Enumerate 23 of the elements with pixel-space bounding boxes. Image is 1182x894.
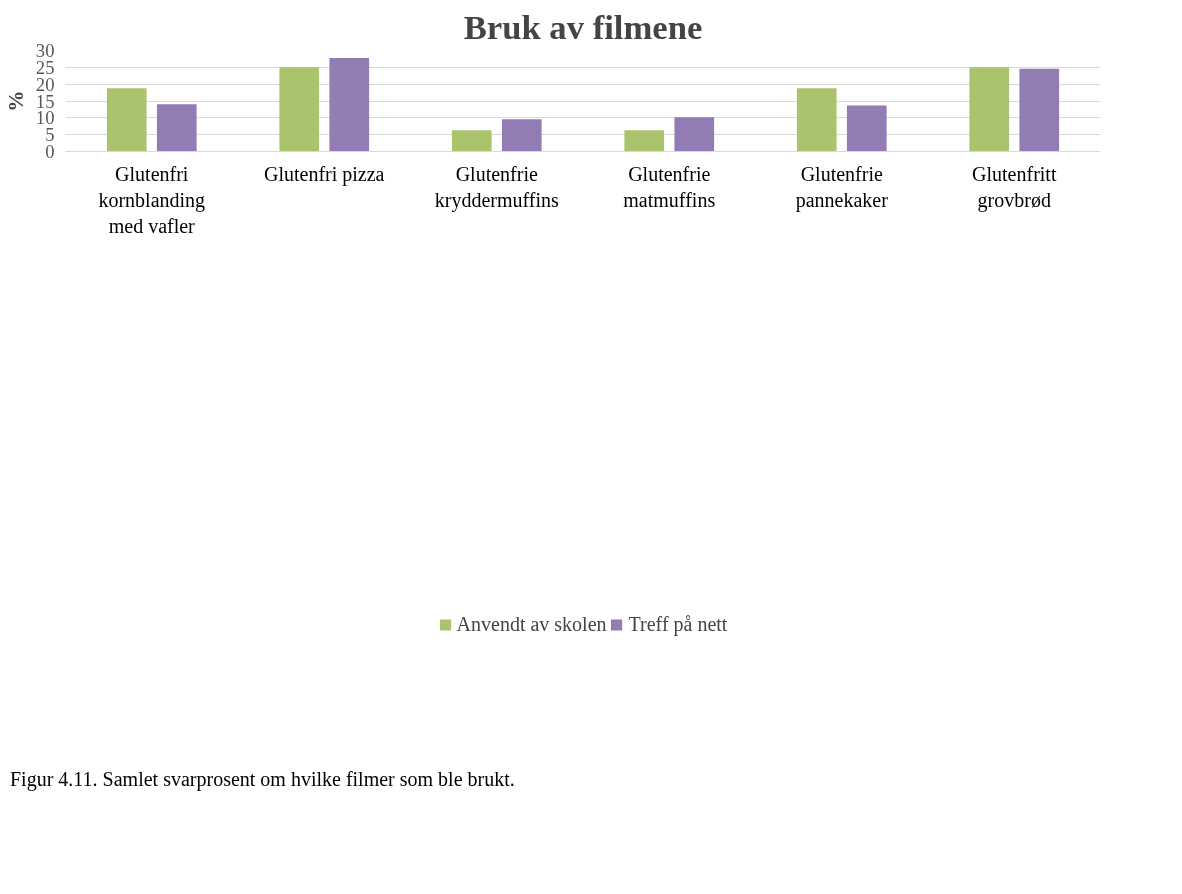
- x-tick-label: Glutenfri pizza: [264, 162, 385, 186]
- bar: [501, 119, 542, 152]
- legend-label: Treff på nett: [628, 612, 728, 636]
- chart-title: Bruk av filmene: [463, 7, 703, 46]
- x-tick-label: Glutenfritt grovbrød: [972, 162, 1057, 212]
- y-axis-title: %: [3, 90, 28, 112]
- x-tick-label: Glutenfrie kryddermuffins: [434, 162, 559, 212]
- bar: [1019, 68, 1060, 152]
- bar: [106, 88, 147, 152]
- bar: [624, 130, 665, 152]
- text: Figur 4.11. Samlet svarprosent om hvilke filmer som ble brukt.: [10, 767, 515, 793]
- bar: [451, 130, 492, 152]
- bar: [846, 105, 887, 152]
- bar: [969, 67, 1010, 152]
- x-tick-label: Glutenfrie pannekaker: [795, 162, 889, 212]
- bar: [156, 104, 197, 152]
- bar: [279, 67, 320, 152]
- x-tick-label: Glutenfrie matmuffins: [623, 162, 716, 211]
- legend-label: Anvendt av skolen: [456, 612, 607, 636]
- bar: [796, 88, 837, 152]
- x-tick-label: Glutenfri kornblanding med vafler: [98, 162, 206, 238]
- bar: [674, 117, 715, 152]
- bar: [329, 57, 370, 152]
